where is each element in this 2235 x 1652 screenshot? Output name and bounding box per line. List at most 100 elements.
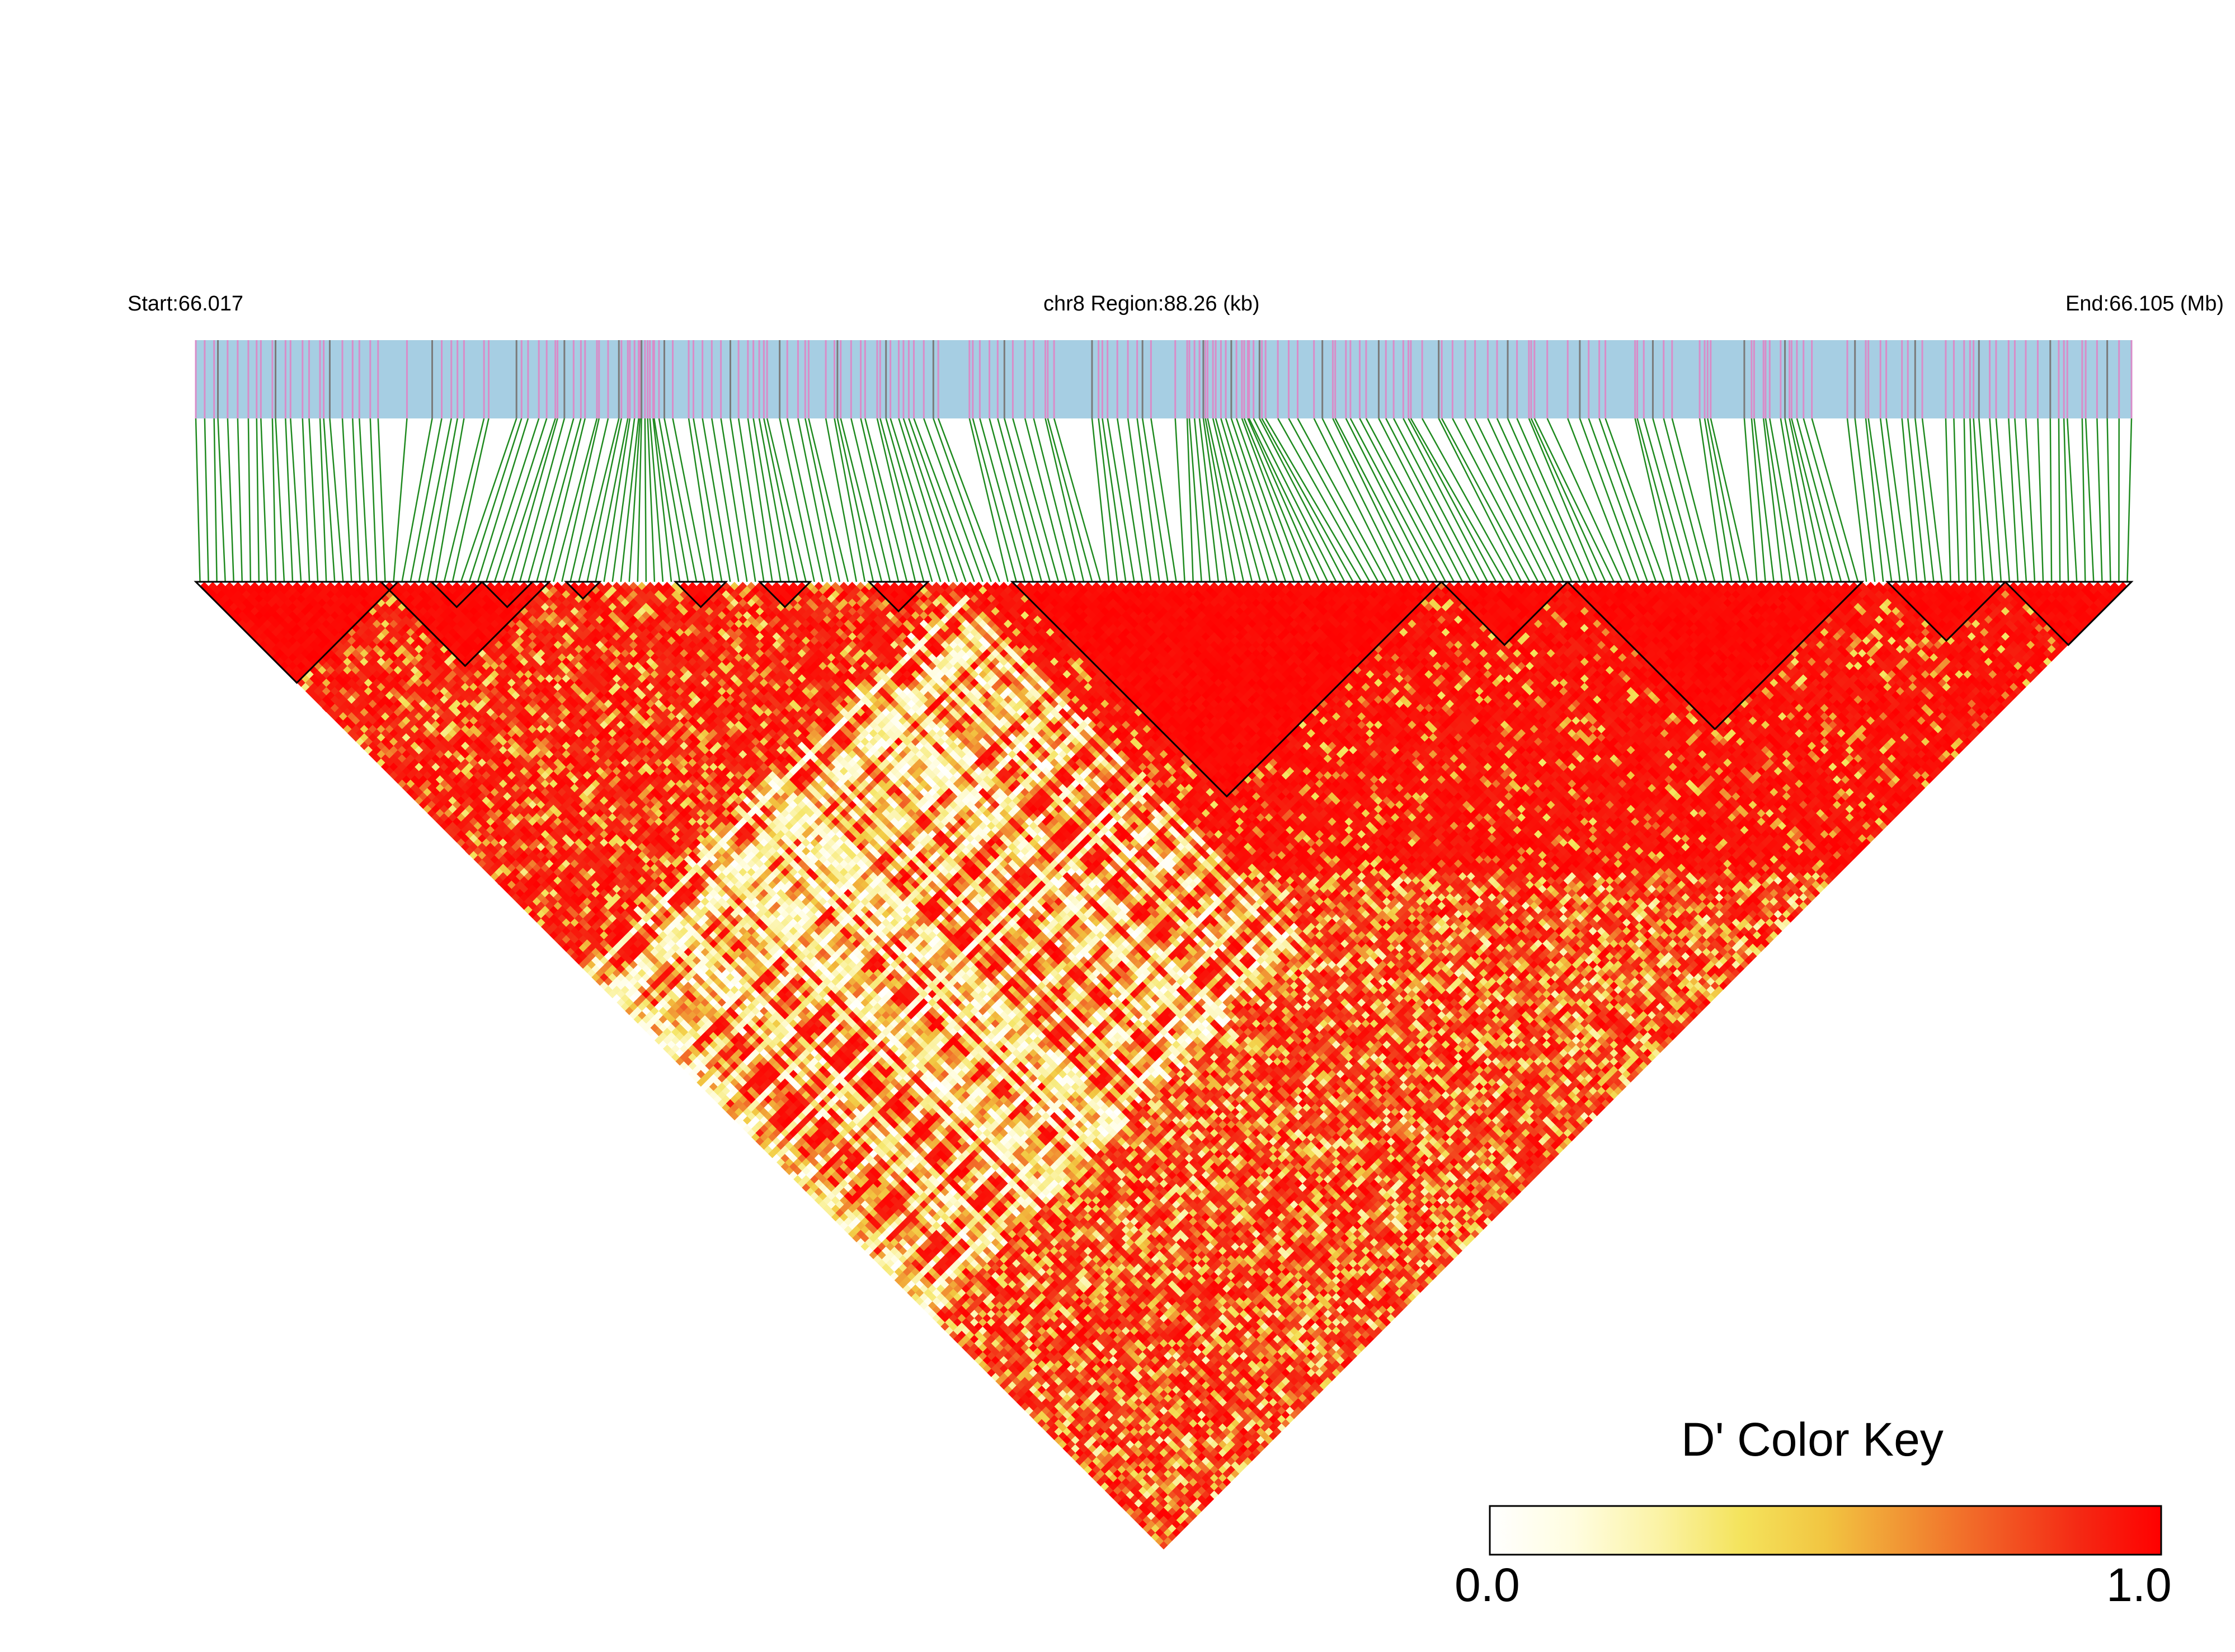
- snp-connector: [1867, 418, 1893, 582]
- ld-cell: [1058, 1415, 1067, 1424]
- snp-connector: [1643, 418, 1691, 582]
- ld-cell: [1084, 1448, 1093, 1457]
- ld-cell: [469, 843, 478, 851]
- ld-cell: [944, 1293, 953, 1302]
- snp-connector: [702, 418, 731, 582]
- ld-cell: [280, 644, 289, 653]
- ld-cell: [864, 1221, 873, 1230]
- snp-connector: [1334, 418, 1421, 582]
- snp-connector: [1438, 418, 1522, 582]
- ld-cell: [1121, 1486, 1130, 1495]
- snp-connector: [1359, 418, 1447, 582]
- snp-connector: [341, 418, 352, 582]
- snp-connector: [1225, 418, 1278, 582]
- snp-connector: [1803, 418, 1851, 582]
- snp-connector: [1533, 418, 1615, 582]
- ld-cell: [944, 1326, 953, 1335]
- ld-cell: [999, 1373, 1008, 1382]
- ld-cell: [911, 1268, 920, 1277]
- ld-cell: [944, 1310, 953, 1319]
- ld-cell: [418, 801, 427, 809]
- snp-connector: [1634, 418, 1674, 582]
- ld-cell: [940, 1305, 949, 1314]
- ld-cell: [777, 1150, 785, 1159]
- ld-cell: [911, 1276, 920, 1285]
- ld-cell: [1020, 1394, 1029, 1402]
- ld-cell: [267, 632, 276, 641]
- snp-connector: [653, 418, 681, 582]
- ld-cell: [747, 1103, 756, 1112]
- ld-cell: [999, 1364, 1008, 1373]
- snp-connector: [561, 418, 600, 582]
- ld-cell: [418, 784, 427, 793]
- snp-connector: [1769, 418, 1800, 582]
- ld-cell: [1096, 1478, 1105, 1487]
- ld-cell: [915, 1280, 924, 1289]
- snp-connector: [672, 418, 706, 582]
- snp-connector: [1530, 418, 1606, 582]
- ld-cell: [1029, 1385, 1038, 1394]
- snp-connector: [528, 418, 575, 582]
- ld-cell: [233, 590, 242, 599]
- ld-cell: [1088, 1470, 1097, 1479]
- snp-connector: [1243, 418, 1312, 582]
- ld-cell: [418, 775, 427, 784]
- snp-connector: [664, 418, 698, 582]
- ld-cell: [1138, 1512, 1147, 1521]
- ld-cell: [566, 948, 575, 957]
- ld-cell: [894, 1259, 903, 1268]
- snp-connector: [1953, 418, 1960, 582]
- ld-cell: [848, 1213, 857, 1222]
- ld-cell: [1109, 1465, 1118, 1474]
- ld-cell: [780, 1145, 789, 1154]
- snp-connector: [468, 418, 523, 582]
- ld-cell: [894, 1268, 903, 1277]
- ld-cell: [255, 603, 264, 611]
- ld-cell: [806, 1154, 815, 1162]
- ld-cell: [1008, 1373, 1017, 1382]
- snp-connector: [1846, 418, 1867, 582]
- snp-connector: [620, 418, 639, 582]
- snp-connector: [649, 418, 664, 582]
- ld-cell: [957, 1339, 966, 1348]
- ld-cell: [919, 1293, 928, 1302]
- ld-cell: [806, 1162, 815, 1171]
- ld-cell: [882, 1255, 891, 1264]
- ld-cell: [991, 1373, 1000, 1382]
- ld-cell: [1075, 1448, 1084, 1457]
- ld-cell: [898, 1246, 907, 1255]
- snp-connector: [1671, 418, 1716, 582]
- ld-cell: [233, 582, 242, 591]
- ld-cell: [515, 863, 524, 872]
- snp-connector: [2014, 418, 2027, 582]
- ld-cell: [1012, 1385, 1021, 1394]
- ld-cell: [864, 1213, 873, 1222]
- ld-cell: [886, 1259, 895, 1268]
- ld-cell: [1130, 1486, 1138, 1495]
- ld-cell: [949, 1297, 958, 1306]
- ld-cell: [810, 1158, 819, 1167]
- snp-connector: [1253, 418, 1337, 582]
- ld-cell: [877, 1234, 886, 1242]
- ld-cell: [1037, 1394, 1046, 1402]
- ld-cell: [814, 1171, 823, 1180]
- ld-cell: [928, 1284, 937, 1293]
- snp-connector: [737, 418, 765, 582]
- ld-cell: [886, 1234, 895, 1242]
- ld-cell: [789, 1154, 798, 1162]
- ld-cell: [600, 973, 609, 982]
- ld-cell: [907, 1280, 916, 1289]
- ld-cell: [991, 1347, 1000, 1356]
- ld-cell: [810, 1192, 819, 1201]
- ld-cell: [924, 1280, 933, 1289]
- ld-cell: [932, 1280, 941, 1289]
- ld-cell: [566, 923, 575, 931]
- ld-cell: [818, 1183, 827, 1192]
- ld-cell: [991, 1364, 1000, 1373]
- snp-connector: [1408, 418, 1497, 582]
- ld-cell: [797, 1179, 806, 1188]
- ld-cell: [1109, 1490, 1118, 1499]
- ld-cell: [835, 1217, 844, 1226]
- ld-cell: [793, 1175, 802, 1184]
- ld-cell: [978, 1343, 987, 1352]
